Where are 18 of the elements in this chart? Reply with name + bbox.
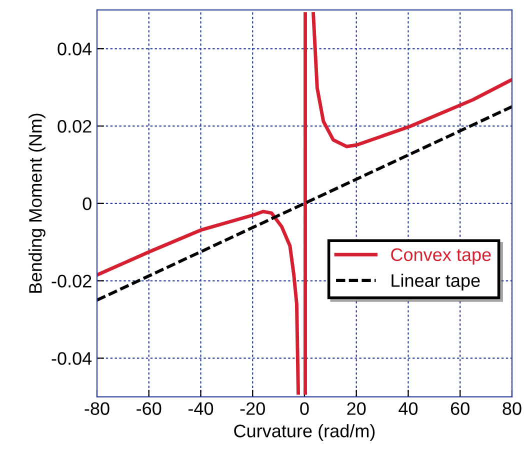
x-tick-label: 80 [502, 402, 522, 415]
y-axis-title: Bending Moment (Nm) [28, 114, 46, 293]
y-tick-label: 0.04 [58, 42, 92, 56]
x-tick-label: -40 [188, 402, 214, 415]
x-tick-label: 0 [300, 402, 309, 415]
legend-label: Linear tape [392, 274, 480, 291]
y-tick-label: 0 [82, 197, 92, 210]
x-tick-label: -60 [136, 402, 162, 415]
x-axis-title: Curvature (rad/m) [234, 424, 375, 441]
x-tick-label: 20 [347, 402, 366, 415]
legend-label: Convex tape [391, 248, 491, 265]
y-tick-label: -0.04 [52, 352, 92, 365]
y-tick-label: 0.02 [58, 120, 92, 133]
y-tick-label: -0.02 [52, 274, 92, 288]
x-tick-label: -80 [84, 402, 110, 415]
x-tick-label: 40 [398, 402, 418, 415]
x-tick-label: -20 [240, 402, 265, 415]
x-tick-label: 60 [450, 402, 470, 415]
